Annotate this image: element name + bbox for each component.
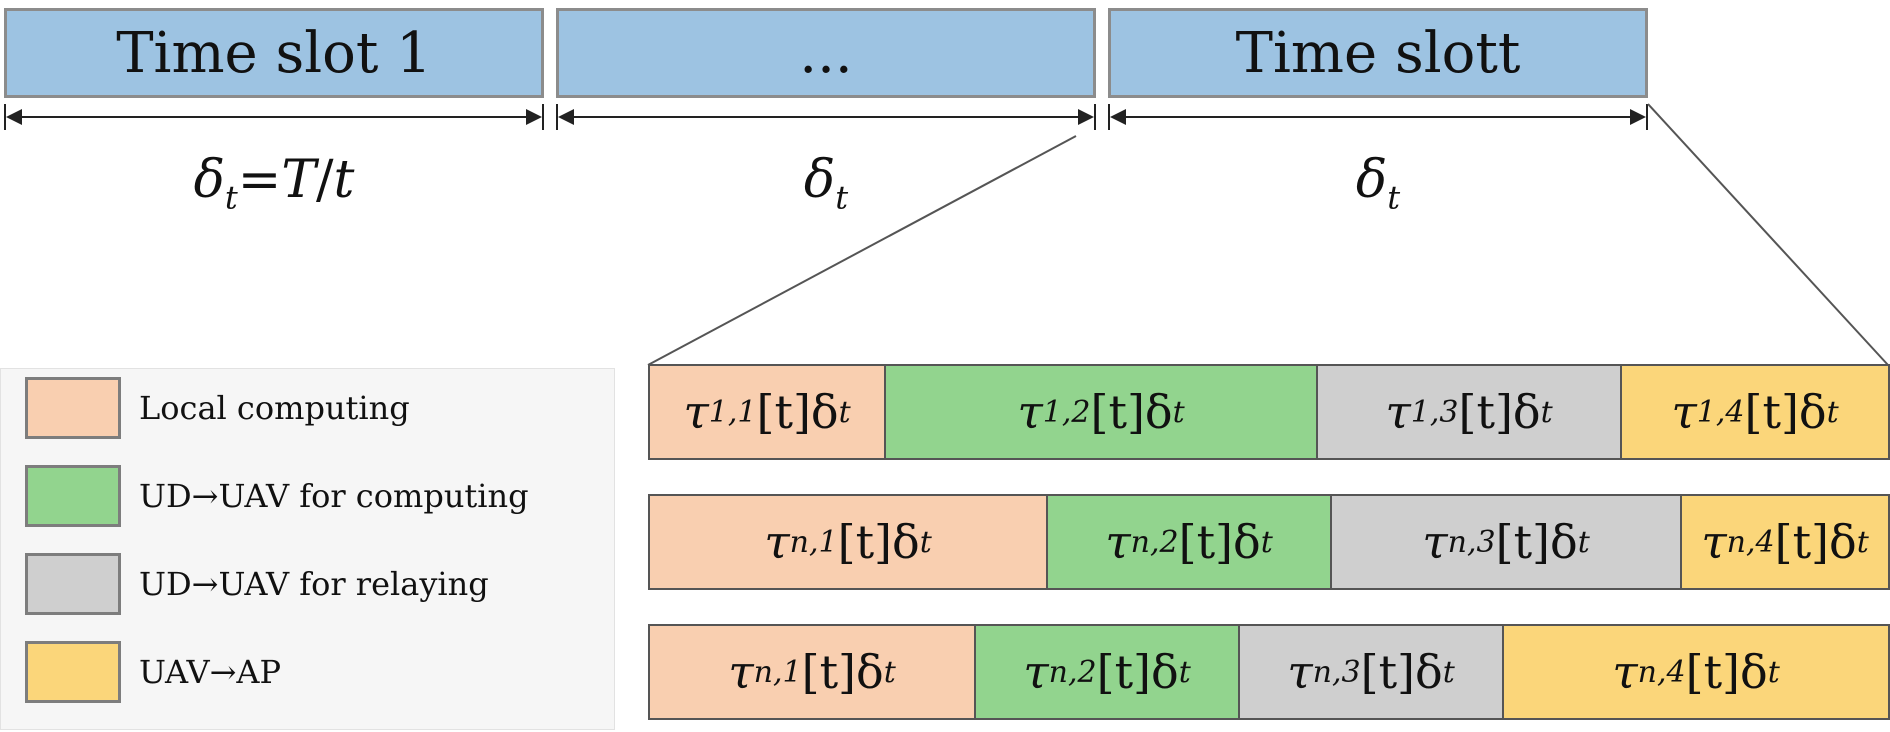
- legend-item-local: Local computing: [25, 377, 410, 439]
- dimension-arrow-3: [1108, 104, 1648, 130]
- legend-label-uav-ap: UAV→AP: [139, 653, 282, 691]
- time-slot-t: Time slott: [1108, 8, 1648, 98]
- dimension-arrow-1: [4, 104, 544, 130]
- duration-label-1: δt=T/t: [193, 150, 355, 217]
- duration-label-3: δt: [1355, 150, 1401, 217]
- time-slot-middle: ...: [556, 8, 1096, 98]
- legend-label-relaying: UD→UAV for relaying: [139, 565, 489, 603]
- segment-computing: τ n,2 [t]δ t: [976, 626, 1240, 718]
- segment-uav-ap: τ n,4 [t]δ t: [1682, 496, 1888, 588]
- legend-swatch-uav-ap: [25, 641, 121, 703]
- duration-label-2: δt: [803, 150, 849, 217]
- segment-relaying: τ n,3 [t]δ t: [1332, 496, 1682, 588]
- segment-local: τ n,1 [t]δ t: [650, 496, 1048, 588]
- segment-local: τ n,1 [t]δ t: [650, 626, 976, 718]
- legend-item-uav-ap: UAV→AP: [25, 641, 281, 703]
- segment-relaying: τ n,3 [t]δ t: [1240, 626, 1504, 718]
- legend: Local computing UD→UAV for computing UD→…: [0, 368, 615, 730]
- segment-uav-ap: τ n,4 [t]δ t: [1504, 626, 1888, 718]
- legend-swatch-relaying: [25, 553, 121, 615]
- legend-label-computing: UD→UAV for computing: [139, 477, 529, 515]
- legend-label-local: Local computing: [139, 389, 410, 427]
- dimension-arrow-2: [556, 104, 1096, 130]
- allocation-row-3: τ n,1 [t]δ t τ n,2 [t]δ t τ n,3 [t]δ t τ n,4 [t]δ t: [648, 624, 1890, 720]
- legend-swatch-local: [25, 377, 121, 439]
- segment-uav-ap: τ 1,4 [t]δ t: [1622, 366, 1888, 458]
- segment-local: τ 1,1 [t]δ t: [650, 366, 886, 458]
- allocation-row-1: τ 1,1 [t]δ t τ 1,2 [t]δ t τ 1,3 [t]δ t τ 1,4 [t]δ t: [648, 364, 1890, 460]
- segment-computing: τ 1,2 [t]δ t: [886, 366, 1318, 458]
- time-slot-middle-label: ...: [799, 20, 853, 86]
- time-slot-t-label: Time slott: [1235, 20, 1521, 86]
- time-slot-1: Time slot 1: [4, 8, 544, 98]
- time-slot-1-label: Time slot 1: [116, 20, 432, 86]
- legend-swatch-computing: [25, 465, 121, 527]
- legend-item-computing: UD→UAV for computing: [25, 465, 529, 527]
- segment-relaying: τ 1,3 [t]δ t: [1318, 366, 1622, 458]
- allocation-row-2: τ n,1 [t]δ t τ n,2 [t]δ t τ n,3 [t]δ t τ n,4 [t]δ t: [648, 494, 1890, 590]
- legend-item-relaying: UD→UAV for relaying: [25, 553, 489, 615]
- segment-computing: τ n,2 [t]δ t: [1048, 496, 1332, 588]
